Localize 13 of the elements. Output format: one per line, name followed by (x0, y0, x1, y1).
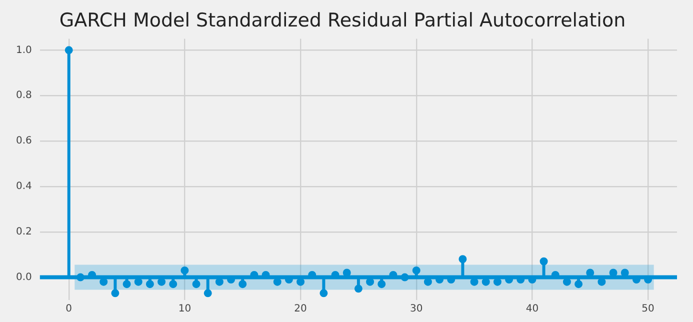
x-tick-label: 0 (66, 304, 72, 315)
y-tick-label: 0.2 (16, 226, 32, 238)
x-tick-label: 20 (294, 304, 307, 315)
chart-title: GARCH Model Standardized Residual Partial Autocorrelation (59, 9, 626, 32)
y-tick-label: 0.6 (16, 136, 32, 147)
x-tick-label: 40 (526, 304, 539, 315)
y-tick-label: 1.0 (16, 44, 32, 56)
y-tick-label: 0.0 (16, 272, 32, 283)
y-tick-label: 0.8 (16, 90, 32, 102)
x-tick-label: 10 (178, 304, 192, 315)
y-tick-label: 0.4 (16, 181, 32, 192)
x-tick-label: 30 (410, 304, 423, 315)
x-tick-label: 50 (642, 304, 654, 315)
